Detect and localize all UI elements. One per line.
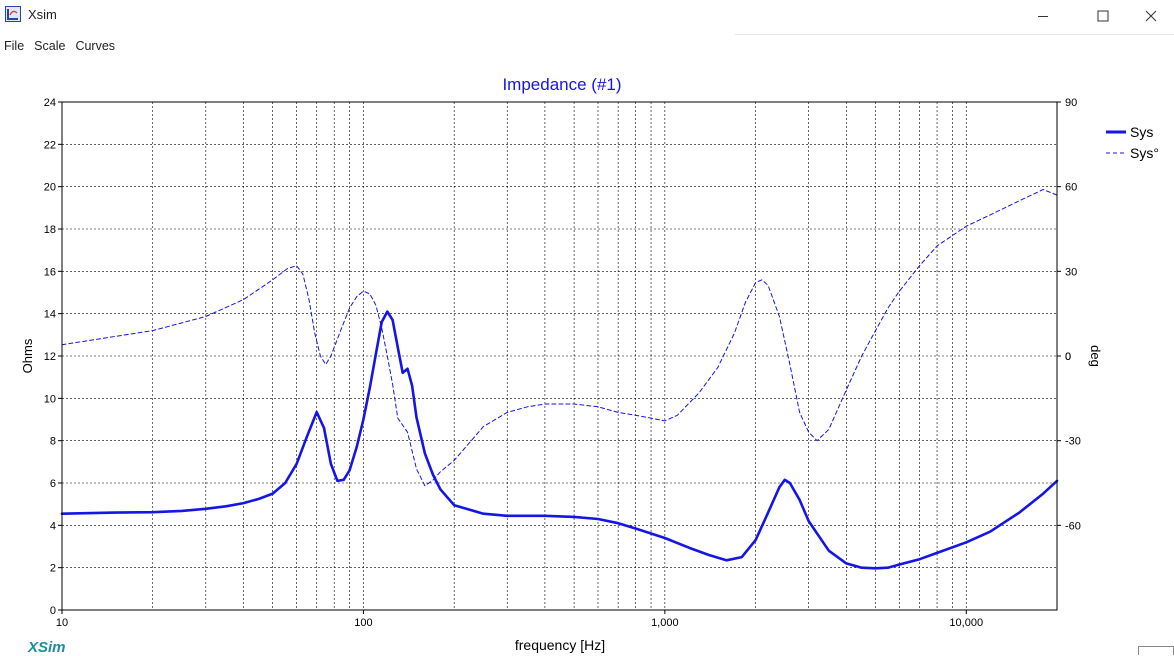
series-line-sys-deg <box>61 189 1058 487</box>
minimize-button[interactable] <box>1020 0 1066 32</box>
window-title: Xsim <box>28 7 57 22</box>
minimize-icon <box>1038 16 1048 17</box>
menu-file[interactable]: File <box>4 39 25 53</box>
x-tick-label: 100 <box>354 617 372 629</box>
y-tick-label: 16 <box>44 266 56 278</box>
series-line-sys <box>60 310 1059 570</box>
xsim-app-icon <box>5 6 21 22</box>
menu-scale[interactable]: Scale <box>34 39 66 53</box>
y-tick-label: 22 <box>44 139 56 151</box>
close-button[interactable] <box>1128 0 1174 32</box>
maximize-icon <box>1097 10 1109 22</box>
chart-title: Impedance (#1) <box>502 75 621 94</box>
y-tick-label: 10 <box>44 393 56 405</box>
y2-tick-label: 0 <box>1065 351 1071 363</box>
y-axis-label: Ohms <box>20 338 35 373</box>
close-icon <box>1145 10 1157 22</box>
y-tick-label: 8 <box>50 436 56 448</box>
legend-label-sys-deg: Sys° <box>1130 145 1159 161</box>
menu-separator <box>735 34 1174 35</box>
y-tick-label: 14 <box>44 309 56 321</box>
y-tick-label: 12 <box>44 351 56 363</box>
y2-tick-label: -30 <box>1065 436 1081 448</box>
legend-label-sys: Sys <box>1130 124 1153 140</box>
y-tick-label: 18 <box>44 224 56 236</box>
y-tick-label: 2 <box>50 563 56 575</box>
y2-tick-label: 60 <box>1065 182 1077 194</box>
impedance-chart: Impedance (#1) 024681012141618202224-60-… <box>20 75 1159 653</box>
y-tick-label: 6 <box>50 478 56 490</box>
y-tick-label: 0 <box>50 605 56 617</box>
legend: Sys Sys° <box>1106 124 1159 161</box>
menu-curves[interactable]: Curves <box>75 39 116 53</box>
xsim-brand-logo: XSim <box>28 639 66 656</box>
maximize-button[interactable] <box>1080 0 1126 32</box>
x-tick-label: 10,000 <box>949 617 983 629</box>
y-tick-label: 20 <box>44 182 56 194</box>
y2-tick-label: 0 <box>1065 351 1071 363</box>
y2-tick-label: -60 <box>1065 520 1081 532</box>
plot-area <box>60 189 1059 570</box>
x-tick-label: 10 <box>56 617 68 629</box>
y2-tick-label: 90 <box>1065 97 1077 109</box>
y2-tick-label: 30 <box>1065 266 1077 278</box>
y-tick-label: 4 <box>50 520 56 532</box>
title-bar: Xsim <box>0 0 1174 32</box>
y2-axis-label: deg <box>1088 345 1103 367</box>
menu-bar: File Scale Curves <box>0 36 121 56</box>
plot-frame <box>61 101 1058 611</box>
y-tick-label: 24 <box>44 97 56 109</box>
x-tick-label: 1,000 <box>651 617 679 629</box>
x-axis-label: frequency [Hz] <box>515 637 605 653</box>
grid <box>62 102 1057 610</box>
